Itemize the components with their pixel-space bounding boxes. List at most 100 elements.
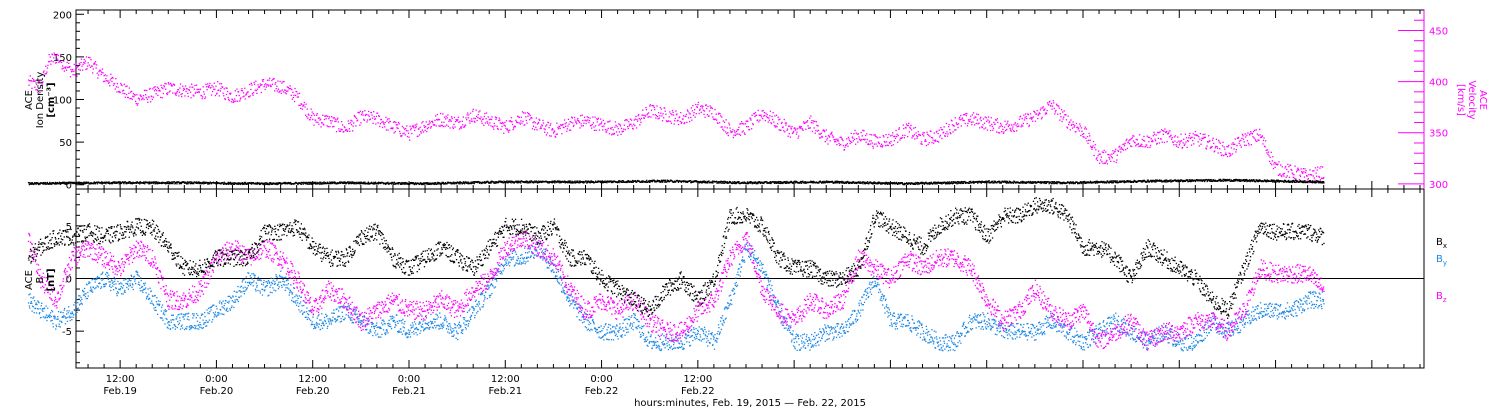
density-series-point — [164, 182, 166, 185]
velocity-series-point — [225, 93, 228, 96]
velocity-series-point — [1253, 137, 1255, 139]
velocity-series-point — [267, 85, 270, 87]
density-series-point — [584, 181, 586, 183]
velocity-series-point — [538, 118, 540, 120]
density-series-point — [835, 180, 838, 182]
velocity-series-point — [72, 74, 74, 76]
density-series-point — [649, 181, 651, 183]
velocity-series-point — [959, 119, 961, 121]
velocity-series-point — [459, 120, 461, 123]
density-series-point — [559, 180, 561, 182]
density-series-point — [256, 183, 258, 185]
velocity-series-point — [809, 117, 811, 119]
velocity-series-point — [225, 87, 227, 89]
density-series-point — [503, 180, 505, 182]
velocity-series-point — [1052, 105, 1054, 107]
density-series-point — [755, 181, 757, 183]
velocity-series-point — [217, 81, 219, 83]
velocity-series-point — [941, 137, 943, 140]
velocity-series-point — [624, 119, 626, 122]
density-series-point — [347, 181, 349, 183]
velocity-series-point — [769, 115, 771, 117]
velocity-series-point — [1231, 153, 1234, 155]
velocity-series-point — [1169, 135, 1172, 137]
velocity-series-point — [652, 114, 654, 116]
velocity-series-point — [220, 83, 223, 85]
velocity-series-point — [1013, 124, 1015, 126]
velocity-series-point — [1304, 168, 1306, 170]
velocity-series-point — [1300, 168, 1302, 170]
density-series-point — [189, 181, 192, 183]
density-series-point — [484, 182, 486, 184]
velocity-series-point — [184, 85, 187, 87]
velocity-series-point — [821, 136, 824, 138]
velocity-series-point — [848, 138, 850, 140]
velocity-series-point — [1093, 154, 1095, 157]
density-series-point — [893, 182, 895, 184]
velocity-series-point — [1109, 154, 1111, 156]
velocity-series-point — [1128, 139, 1130, 141]
density-series-point — [304, 183, 306, 185]
velocity-series-point — [611, 134, 613, 136]
density-series-point — [434, 182, 436, 184]
velocity-series-point — [603, 125, 605, 127]
density-series-point — [547, 182, 550, 184]
velocity-series-point — [270, 85, 272, 87]
velocity-series-point — [1015, 124, 1017, 126]
density-series-point — [397, 182, 399, 185]
velocity-series-point — [1223, 154, 1225, 157]
density-series-point — [600, 180, 603, 183]
density-series-point — [695, 181, 698, 183]
density-series-point — [664, 181, 666, 183]
velocity-series-point — [571, 116, 573, 118]
velocity-series-point — [274, 90, 276, 92]
density-series-point — [823, 181, 825, 183]
velocity-series-point — [450, 120, 452, 122]
velocity-series-point — [1296, 169, 1298, 171]
density-series-point — [690, 182, 692, 184]
velocity-series-point — [58, 61, 60, 63]
bottom-left-tick-label: -5 — [62, 327, 72, 338]
velocity-series-point — [54, 54, 56, 56]
density-series-point — [896, 182, 898, 184]
velocity-series-point — [359, 110, 361, 112]
velocity-series-point — [436, 113, 438, 116]
density-series-point — [425, 182, 427, 185]
density-series-point — [779, 182, 781, 184]
velocity-series-point — [354, 116, 357, 118]
density-series-point — [255, 182, 257, 184]
velocity-series-point — [435, 115, 437, 117]
velocity-series-point — [208, 84, 210, 87]
density-series-point — [725, 181, 727, 183]
density-series-point — [343, 181, 345, 183]
velocity-series-point — [759, 119, 761, 121]
density-series-point — [599, 180, 601, 182]
velocity-series-point — [856, 133, 858, 135]
density-series-point — [766, 181, 768, 183]
velocity-series-point — [1050, 102, 1053, 105]
velocity-series-point — [508, 131, 510, 133]
velocity-series-point — [445, 115, 447, 117]
velocity-series-point — [841, 138, 843, 140]
velocity-series-point — [280, 92, 282, 95]
density-series-point — [165, 182, 168, 184]
velocity-series-point — [463, 126, 466, 128]
velocity-series-point — [423, 126, 426, 128]
velocity-series-point — [1083, 136, 1085, 138]
velocity-series-point — [101, 68, 104, 70]
velocity-series-point — [1142, 139, 1145, 142]
velocity-series-point — [867, 143, 869, 145]
velocity-series-point — [614, 126, 616, 128]
velocity-series-point — [534, 122, 536, 124]
velocity-series-point — [674, 117, 676, 120]
velocity-series-point — [1119, 148, 1121, 150]
density-series-point — [648, 180, 650, 183]
velocity-series-point — [1182, 146, 1184, 149]
velocity-series-point — [1073, 126, 1075, 128]
velocity-series-point — [922, 133, 924, 136]
velocity-series-point — [1197, 134, 1199, 137]
density-series-point — [373, 181, 375, 184]
density-series-point — [319, 181, 322, 183]
velocity-series-point — [254, 83, 256, 85]
velocity-series-point — [297, 96, 300, 98]
